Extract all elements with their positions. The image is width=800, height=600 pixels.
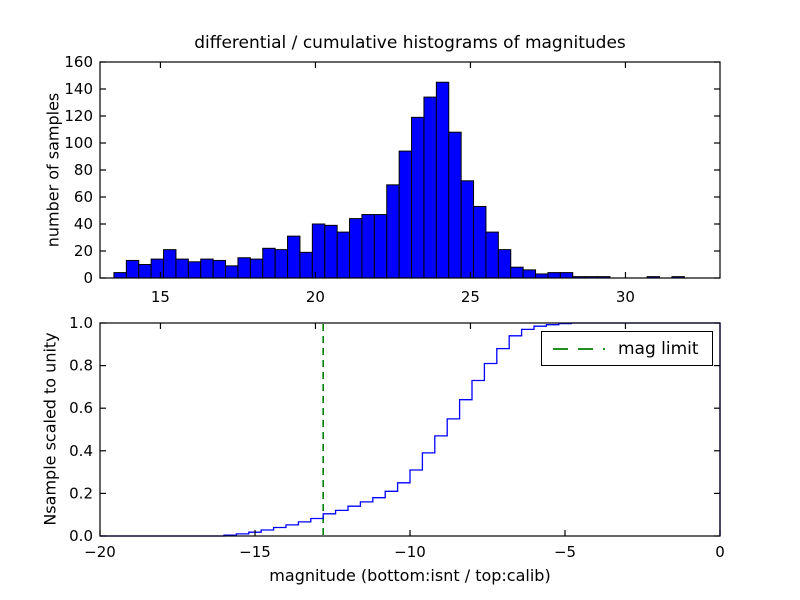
histogram-bar	[423, 96, 437, 279]
histogram-bar	[510, 266, 524, 279]
histogram-bar	[522, 269, 537, 279]
histogram-bar	[398, 150, 413, 279]
legend-box: mag limit	[541, 331, 713, 366]
histogram-bar	[138, 264, 152, 279]
top-x-tick-label: 30	[616, 288, 635, 306]
legend-label: mag limit	[618, 338, 699, 359]
bottom-x-tick-label: −5	[554, 543, 576, 561]
bottom-x-tick-label: −20	[84, 543, 116, 561]
top-y-tick-label: 120	[64, 107, 93, 125]
histogram-bar	[497, 249, 512, 279]
top-y-tick-label: 60	[74, 188, 93, 206]
bottom-y-axis-label: Nsample scaled to unity	[40, 332, 60, 526]
histogram-bar	[559, 272, 574, 279]
histogram-bar	[175, 258, 189, 279]
histogram-bar	[274, 249, 289, 279]
bottom-y-tick-label: 0.6	[69, 399, 93, 417]
top-x-tick-label: 25	[461, 288, 480, 306]
bottom-y-tick-label: 0.8	[69, 357, 93, 375]
legend-dashed-line-sample	[553, 347, 605, 350]
histogram-bar	[411, 116, 425, 279]
top-x-tick-label: 15	[151, 288, 170, 306]
histogram-bar	[125, 259, 140, 279]
histogram-bar	[386, 184, 400, 279]
histogram-bar	[349, 218, 363, 279]
histogram-bar	[373, 214, 388, 279]
top-x-tick-label: 20	[306, 288, 325, 306]
histogram-bar	[485, 231, 499, 279]
top-y-tick-label: 0	[83, 269, 93, 287]
histogram-bar	[262, 247, 276, 279]
bottom-x-tick-label: −15	[239, 543, 271, 561]
histogram-bar	[249, 258, 264, 279]
x-axis-label: magnitude (bottom:isnt / top:calib)	[269, 566, 551, 585]
histogram-bar	[212, 259, 227, 279]
histogram-bar	[163, 249, 177, 279]
bottom-y-tick-label: 0.2	[69, 484, 93, 502]
histogram-bar	[473, 205, 487, 279]
histogram-bar	[299, 251, 313, 279]
histogram-bar	[535, 273, 549, 279]
top-y-tick-label: 40	[74, 215, 93, 233]
top-y-tick-label: 140	[64, 80, 93, 98]
top-y-tick-label: 160	[64, 53, 93, 71]
histogram-bar	[435, 81, 450, 279]
histogram-bar	[448, 131, 462, 279]
histogram-bar	[460, 180, 475, 279]
top-y-tick-label: 80	[74, 161, 93, 179]
histogram-bar	[287, 235, 301, 279]
histogram-bar	[113, 272, 127, 279]
bottom-x-tick-label: 0	[715, 543, 725, 561]
bottom-x-tick-label: −10	[394, 543, 426, 561]
histogram-bar	[361, 214, 375, 279]
histogram-bar	[237, 257, 251, 279]
bottom-y-tick-label: 0.4	[69, 442, 93, 460]
top-y-tick-label: 20	[74, 242, 93, 260]
histogram-bar	[336, 231, 351, 279]
histogram-bar	[150, 258, 165, 279]
bottom-y-tick-label: 1.0	[69, 314, 93, 332]
histogram-bar	[311, 223, 326, 279]
top-y-tick-label: 100	[64, 134, 93, 152]
histogram-bar	[547, 272, 561, 279]
histogram-bar	[225, 265, 239, 279]
histogram-bar	[200, 258, 214, 279]
histogram-bar	[187, 261, 202, 279]
histogram-bar	[324, 224, 338, 279]
top-y-axis-label: number of samples	[43, 92, 63, 248]
cumulative-step-line	[100, 322, 721, 537]
figure-title: differential / cumulative histograms of …	[194, 33, 626, 53]
bottom-y-tick-label: 0.0	[69, 527, 93, 545]
